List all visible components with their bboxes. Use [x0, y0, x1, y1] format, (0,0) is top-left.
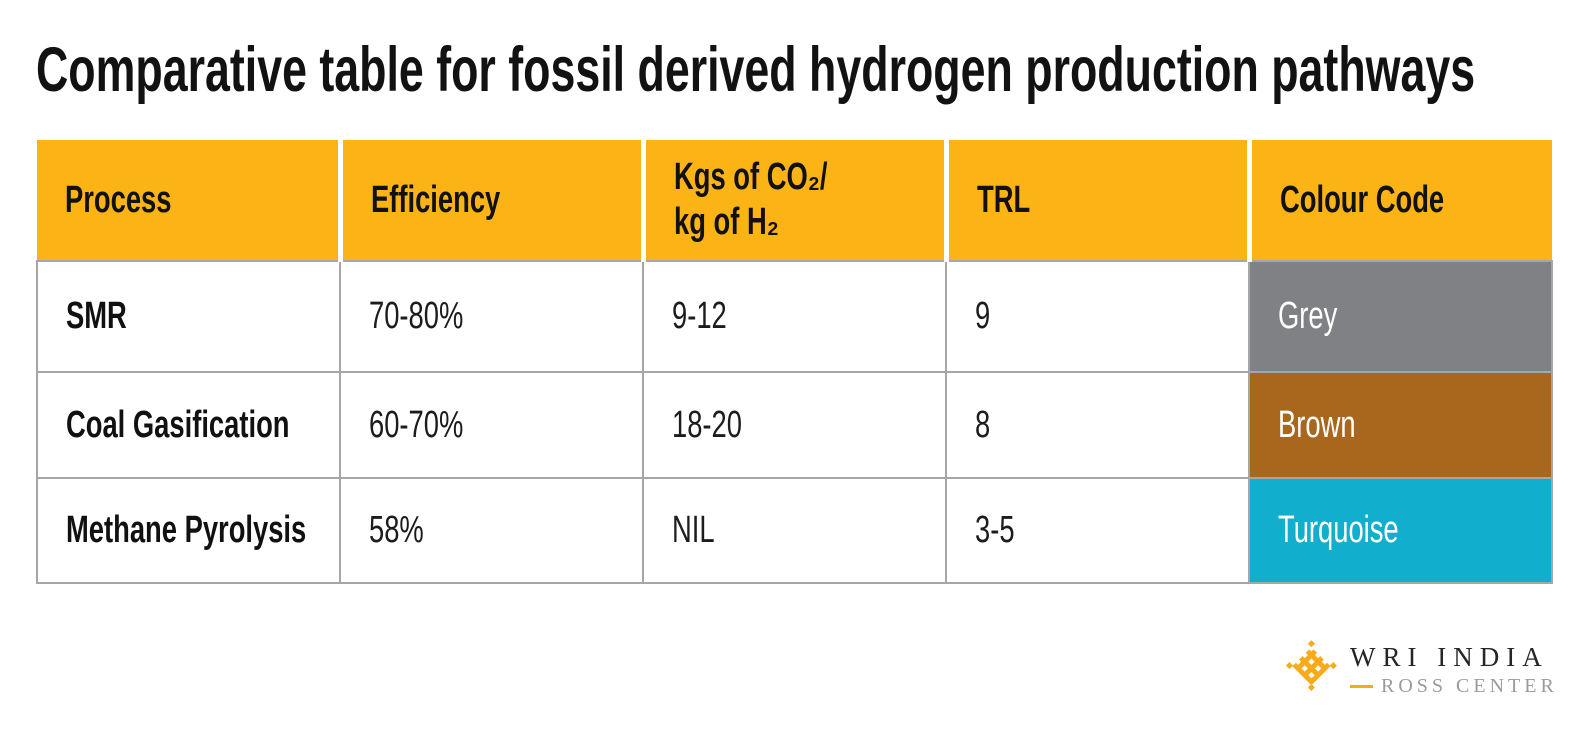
cell-efficiency-text: 58%	[369, 509, 424, 552]
wri-weave-icon	[1285, 640, 1337, 692]
header-row: Process Efficiency Kgs of CO₂/ kg of H₂ …	[37, 140, 1552, 262]
cell-colour-swatch-brown: Brown	[1248, 371, 1553, 479]
logo-text-block: WRI INDIA ROSS CENTER	[1350, 636, 1558, 696]
cell-process: Coal Gasification	[36, 371, 341, 479]
cell-efficiency-text: 60-70%	[369, 403, 464, 446]
table-row-smr: SMR 70-80% 9-12 9 Grey	[36, 260, 1553, 373]
col-header-efficiency-label: Efficiency	[370, 178, 500, 221]
col-header-colour-code-label: Colour Code	[1279, 178, 1444, 221]
cell-colour-swatch-grey: Grey	[1248, 260, 1553, 373]
cell-efficiency: 58%	[339, 477, 644, 584]
cell-colour-label: Brown	[1278, 403, 1356, 446]
col-header-trl-label: TRL	[976, 178, 1030, 221]
cell-co2-text: NIL	[672, 509, 715, 552]
comparison-table: Process Efficiency Kgs of CO₂/ kg of H₂ …	[36, 140, 1553, 584]
col-header-co2-label: Kgs of CO₂/ kg of H₂	[673, 156, 828, 243]
col-header-co2: Kgs of CO₂/ kg of H₂	[640, 140, 946, 262]
page-title: Comparative table for fossil derived hyd…	[36, 34, 1589, 106]
cell-co2-text: 9-12	[672, 295, 727, 338]
comparison-table-container: Process Efficiency Kgs of CO₂/ kg of H₂ …	[36, 140, 1553, 584]
cell-co2-text: 18-20	[672, 403, 742, 446]
logo-org-name: WRI INDIA	[1350, 642, 1549, 672]
cell-process-text: Methane Pyrolysis	[66, 509, 307, 552]
table-header: Process Efficiency Kgs of CO₂/ kg of H₂ …	[37, 140, 1552, 262]
cell-trl: 8	[945, 371, 1250, 479]
cell-co2: NIL	[642, 477, 947, 584]
cell-trl: 3-5	[945, 477, 1250, 584]
cell-process: Methane Pyrolysis	[36, 477, 341, 584]
table-row-coal-gasification: Coal Gasification 60-70% 18-20 8 Brown	[36, 371, 1553, 479]
logo-sub-name: ROSS CENTER	[1381, 675, 1558, 697]
cell-trl: 9	[945, 260, 1250, 373]
ross-center-dash-icon	[1350, 684, 1373, 688]
cell-co2: 18-20	[642, 371, 947, 479]
cell-trl-text: 3-5	[975, 509, 1015, 552]
col-header-colour-code: Colour Code	[1246, 140, 1552, 262]
col-header-trl: TRL	[943, 140, 1249, 262]
cell-process: SMR	[36, 260, 341, 373]
cell-process-text: SMR	[66, 295, 127, 338]
cell-trl-text: 9	[975, 295, 991, 338]
cell-process-text: Coal Gasification	[66, 403, 290, 446]
cell-efficiency-text: 70-80%	[369, 295, 464, 338]
cell-colour-swatch-turquoise: Turquoise	[1248, 477, 1553, 584]
table-body: SMR 70-80% 9-12 9 Grey Coal Gasification…	[36, 260, 1553, 584]
col-header-efficiency: Efficiency	[337, 140, 643, 262]
cell-co2: 9-12	[642, 260, 947, 373]
cell-trl-text: 8	[975, 403, 991, 446]
col-header-process: Process	[37, 140, 340, 262]
cell-colour-label: Grey	[1278, 295, 1338, 338]
cell-efficiency: 70-80%	[339, 260, 644, 373]
wri-india-ross-center-logo: WRI INDIA ROSS CENTER	[1283, 636, 1558, 696]
col-header-process-label: Process	[65, 178, 172, 221]
table-row-methane-pyrolysis: Methane Pyrolysis 58% NIL 3-5 Turquoise	[36, 477, 1553, 584]
logo-sub-row: ROSS CENTER	[1350, 676, 1558, 696]
page-title-text: Comparative table for fossil derived hyd…	[36, 35, 1476, 105]
cell-efficiency: 60-70%	[339, 371, 644, 479]
cell-colour-label: Turquoise	[1278, 509, 1399, 552]
